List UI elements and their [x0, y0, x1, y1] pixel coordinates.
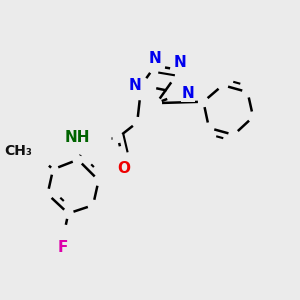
- Text: CH₃: CH₃: [4, 144, 32, 158]
- Text: N: N: [174, 55, 186, 70]
- Text: N: N: [182, 86, 194, 101]
- Text: N: N: [149, 51, 161, 66]
- Text: O: O: [117, 161, 130, 176]
- Text: N: N: [129, 78, 141, 93]
- Text: F: F: [58, 240, 68, 255]
- Text: NH: NH: [65, 130, 90, 145]
